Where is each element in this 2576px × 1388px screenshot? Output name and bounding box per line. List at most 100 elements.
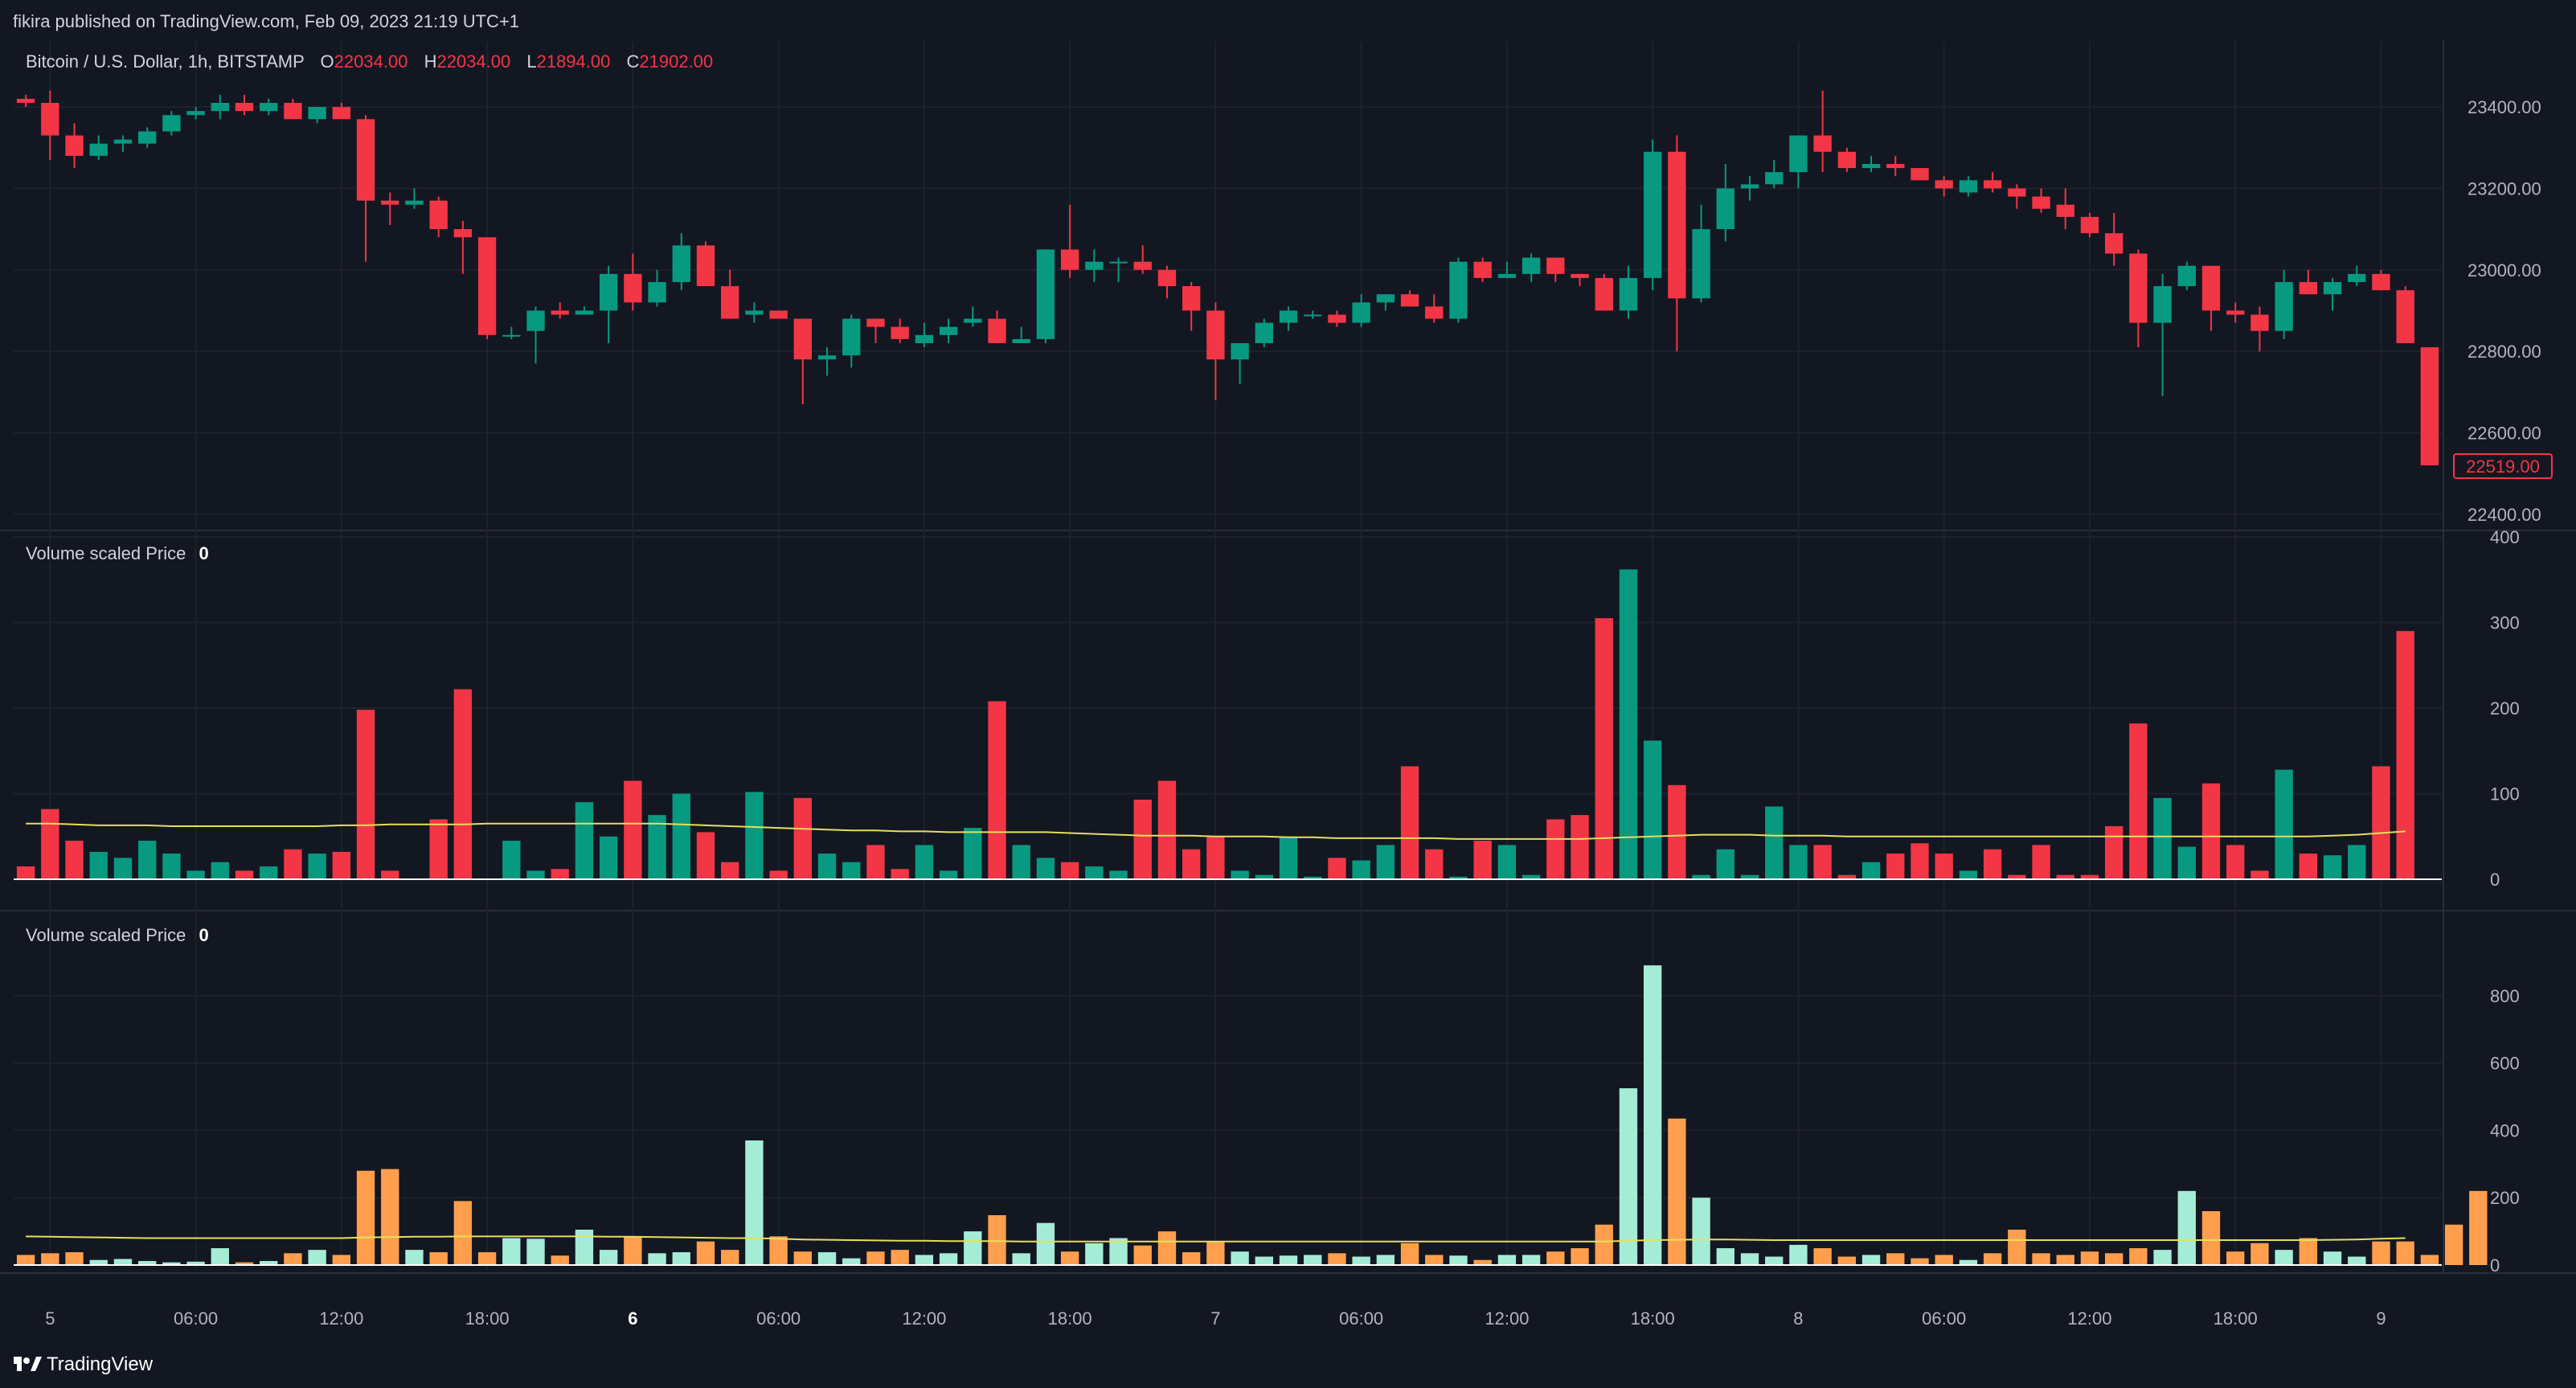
candle-body [1060,249,1079,270]
close-value: 21902.00 [639,51,713,72]
volume1-legend-value: 0 [199,543,208,563]
candle-body [1716,188,1734,230]
candle [1740,176,1759,201]
volume-bar [2056,874,2074,879]
volume-bar [1789,845,1808,879]
volume-bar [696,832,715,879]
volume-bar [648,815,666,879]
volume-bar [551,869,569,879]
volume-bar [1304,876,1322,879]
volume-bar [308,854,326,879]
volume-bar [1789,1244,1808,1265]
candle-body [1643,151,1662,278]
candle-body [1837,151,1857,169]
candle [1668,135,1686,352]
candle [1521,253,1541,282]
candle-body [745,310,764,315]
volume-bar [1546,819,1565,879]
price-tick-label: 23200.00 [2467,178,2541,199]
time-tick-label: 18:00 [465,1308,510,1329]
last-price-tag[interactable]: 22519.00 [2453,453,2553,479]
candle [260,98,278,116]
volume-bar [2226,845,2245,879]
volume-bar [866,1251,885,1265]
volume-bar [915,845,934,879]
volume1-legend: Volume scaled Price 0 [26,543,209,563]
volume-bar [672,1252,690,1265]
candle [1304,310,1322,319]
candle [113,135,133,152]
volume-bar [235,1262,254,1265]
volume-bar [1740,874,1759,879]
volume-bar [745,792,764,879]
volume-bar [1473,841,1492,879]
volume-bar [1182,849,1201,879]
candle [1012,326,1030,343]
volume-bar [1352,1256,1370,1265]
candle [939,318,958,343]
candle-body [1352,302,1370,323]
candle [1376,294,1395,311]
volume-bar [2396,1241,2414,1265]
candle [405,188,424,209]
volume-bar [1886,854,1905,879]
candle [1255,318,1273,348]
candle-body [89,143,108,156]
candle-body [1571,273,1589,278]
candle-body [1085,261,1104,270]
candle [1765,159,1784,189]
volume-bar [1328,858,1346,879]
candle [672,233,690,291]
candle-body [381,200,399,205]
volume-bar [842,862,861,879]
candle-body [1400,294,1419,307]
volume-bar [2032,1253,2050,1265]
volume-bar [2177,846,2196,879]
candle-body [1521,257,1541,274]
volume2-ma-line [26,1235,2406,1243]
candle-body [2177,265,2196,287]
volume-bar [2104,825,2123,879]
volume-bar [1886,1253,1905,1265]
volume-bar [2396,631,2414,879]
candle-body [1861,164,1881,169]
volume-bar [1255,1256,1273,1265]
candle [1109,257,1128,282]
time-tick-label: 06:00 [174,1308,218,1329]
candle-body [2032,196,2050,209]
volume-bar [381,870,399,879]
candle [915,322,934,348]
volume-bar [1206,1242,1225,1265]
price-grid [14,106,2442,515]
candle-body [356,119,375,201]
volume-bar [1376,1255,1395,1265]
candle [1959,176,1978,197]
volume-bar [260,866,278,879]
low-value: 21894.00 [537,51,611,72]
volume-bar [2372,1241,2390,1265]
time-tick-label: 6 [628,1308,637,1329]
volume-bar [429,1252,448,1265]
volume-bar [308,1250,326,1265]
candle-body [2275,281,2293,331]
candle [1157,265,1177,299]
volume-bar [1109,870,1128,879]
volume-bar [1133,1245,1152,1265]
volume-bar [356,710,375,879]
candle [1182,281,1201,331]
candle [1886,155,1905,177]
volume-bar [551,1255,569,1265]
candle-body [1133,261,1152,270]
volume-bar [672,793,690,879]
candle [453,220,473,274]
volume-bar [1231,1251,1249,1265]
close-label: C [626,51,639,72]
candle-body [1449,261,1468,319]
candle [2056,188,2074,230]
volume-bar [2104,1253,2123,1265]
volume-bar [1425,849,1444,879]
volume-bar [16,866,35,879]
candle [551,302,569,319]
volume-bar [1546,1251,1565,1265]
